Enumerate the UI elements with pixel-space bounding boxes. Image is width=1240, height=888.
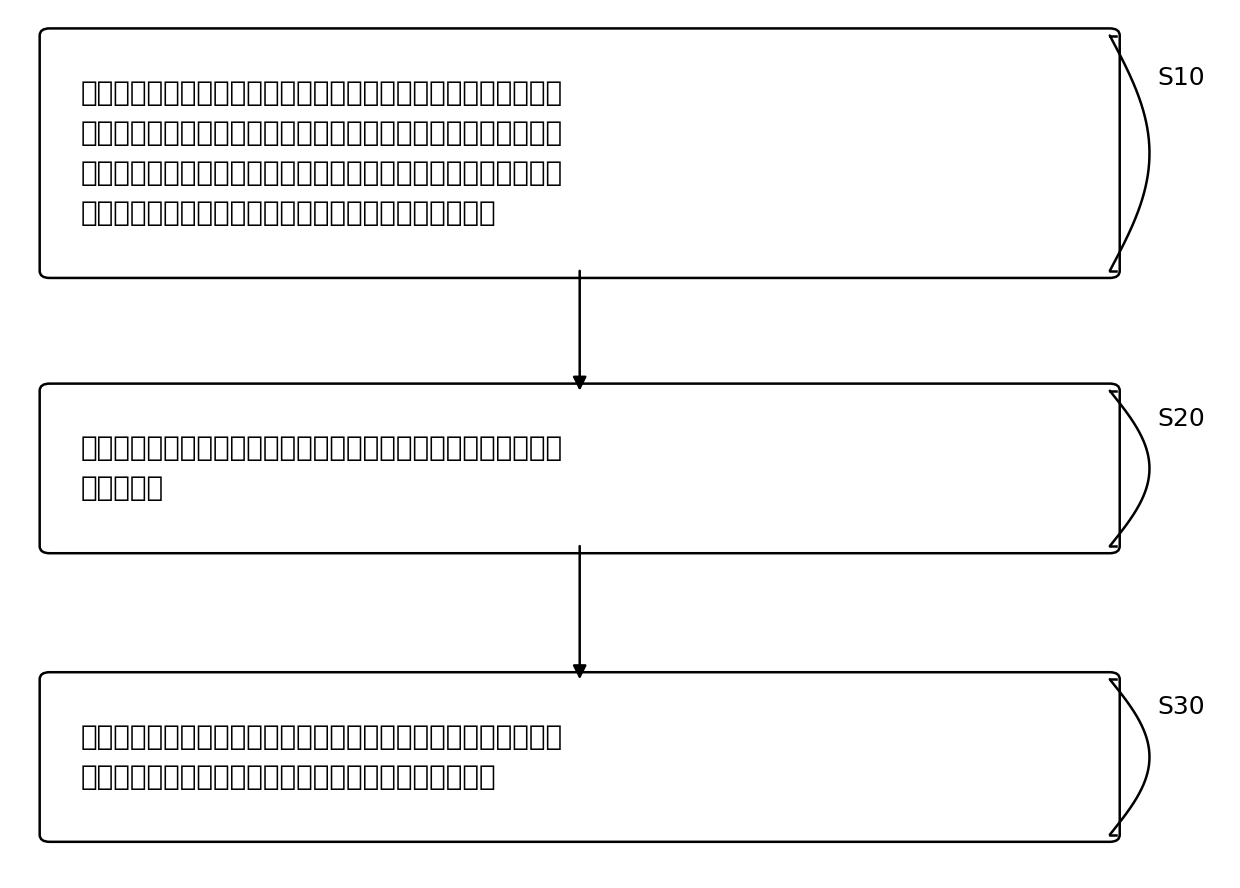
Text: S10: S10 <box>1157 66 1204 90</box>
Text: S30: S30 <box>1157 695 1204 719</box>
Text: 根据第一转鼓与第二转鼓的尺寸，在所述第一转鼓与第二转鼓的剪
切位置，位于所述第一转鼓的底部与所述第二转鼓的顶部分别车出
第一水平面、第二水平面，其中，所述第一水: 根据第一转鼓与第二转鼓的尺寸，在所述第一转鼓与第二转鼓的剪 切位置，位于所述第一… <box>81 79 563 227</box>
FancyBboxPatch shape <box>40 28 1120 278</box>
FancyBboxPatch shape <box>40 672 1120 842</box>
Text: S20: S20 <box>1157 407 1205 431</box>
FancyBboxPatch shape <box>40 384 1120 553</box>
Text: 根据剪刀的宽度、所述第一水平面与第二水平面的长度，制作两个
以上标定块: 根据剪刀的宽度、所述第一水平面与第二水平面的长度，制作两个 以上标定块 <box>81 434 563 503</box>
Text: 在转鼓离线前，将两个以上所述标定块放置于所述第一水平面与所
述第二水平面之间，使所述第一转鼓与第二转鼓位于零位: 在转鼓离线前，将两个以上所述标定块放置于所述第一水平面与所 述第二水平面之间，使… <box>81 723 563 791</box>
